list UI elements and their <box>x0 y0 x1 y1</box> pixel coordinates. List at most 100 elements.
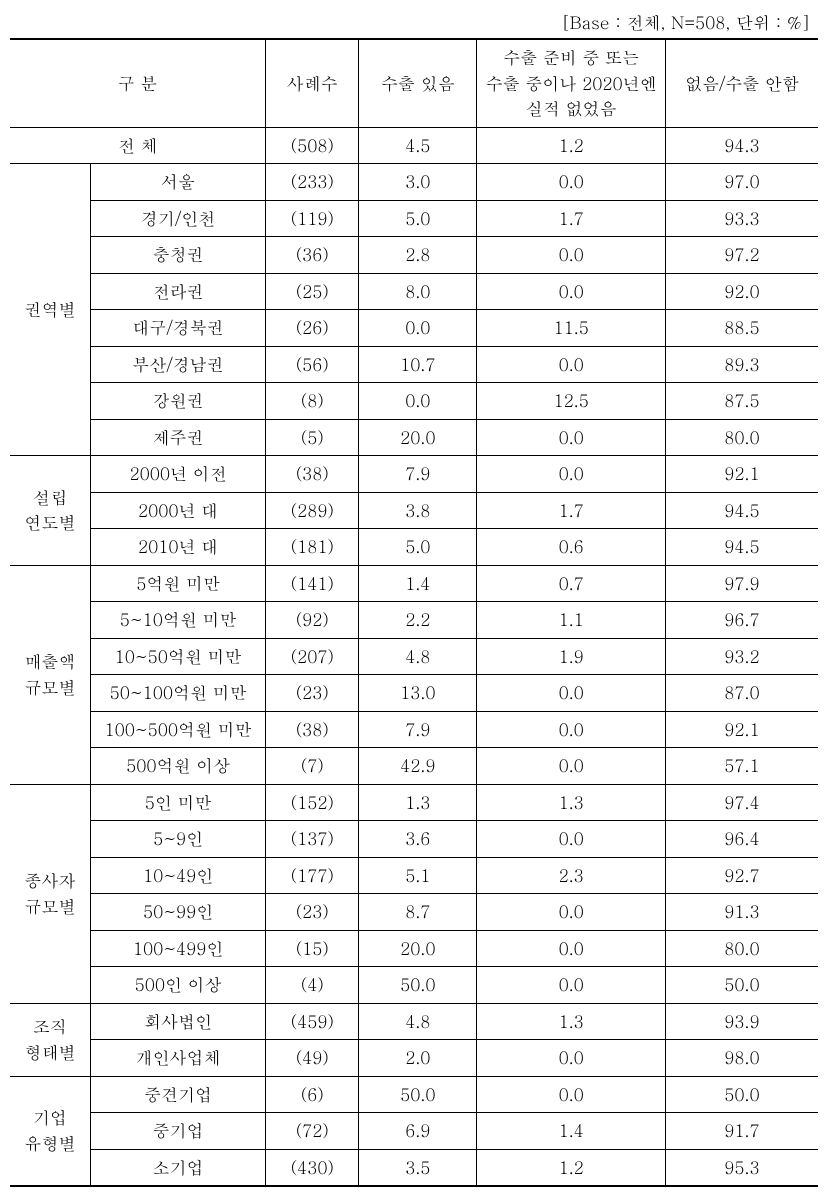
row-c1: 5.0 <box>359 200 477 237</box>
row-c2: 0.0 <box>477 419 666 456</box>
table-row: 소기업(430)3.51.295.3 <box>10 1149 818 1186</box>
row-c1: 42.9 <box>359 748 477 785</box>
row-c2: 1.7 <box>477 200 666 237</box>
row-c1: 7.9 <box>359 456 477 493</box>
group-label-line1: 기업 <box>33 1105 67 1129</box>
total-c2: 1.2 <box>477 127 666 164</box>
row-label: 제주권 <box>90 419 265 456</box>
row-c3: 93.3 <box>665 200 818 237</box>
row-label: 충청권 <box>90 237 265 274</box>
row-c3: 92.1 <box>665 711 818 748</box>
row-label: 소기업 <box>90 1149 265 1186</box>
row-c2: 0.0 <box>477 273 666 310</box>
table-row: 조직형태별회사법인(459)4.81.393.9 <box>10 1003 818 1040</box>
row-c3: 95.3 <box>665 1149 818 1186</box>
row-c3: 89.3 <box>665 346 818 383</box>
row-c3: 92.1 <box>665 456 818 493</box>
row-c1: 50.0 <box>359 967 477 1004</box>
row-c1: 8.7 <box>359 894 477 931</box>
row-label: 서울 <box>90 164 265 201</box>
row-label: 개인사업체 <box>90 1040 265 1077</box>
row-c3: 98.0 <box>665 1040 818 1077</box>
row-n: (181) <box>266 529 359 566</box>
row-c1: 50.0 <box>359 1076 477 1113</box>
row-c1: 2.8 <box>359 237 477 274</box>
row-n: (233) <box>266 164 359 201</box>
row-n: (23) <box>266 675 359 712</box>
row-c2: 0.0 <box>477 967 666 1004</box>
row-n: (92) <box>266 602 359 639</box>
row-n: (38) <box>266 711 359 748</box>
row-c2: 0.0 <box>477 821 666 858</box>
row-c2: 0.0 <box>477 456 666 493</box>
table-row: 부산/경남권(56)10.70.089.3 <box>10 346 818 383</box>
row-c1: 5.0 <box>359 529 477 566</box>
row-c2: 1.3 <box>477 1003 666 1040</box>
table-row: 설립연도별2000년 이전(38)7.90.092.1 <box>10 456 818 493</box>
row-n: (152) <box>266 784 359 821</box>
group-label-line1: 종사자 <box>24 868 75 892</box>
row-c3: 87.5 <box>665 383 818 420</box>
group-label: 종사자규모별 <box>10 784 90 1003</box>
table-row: 전라권(25)8.00.092.0 <box>10 273 818 310</box>
row-n: (8) <box>266 383 359 420</box>
row-label: 100~499인 <box>90 930 265 967</box>
group-label-line2: 규모별 <box>24 675 75 699</box>
total-row: 전 체 (508) 4.5 1.2 94.3 <box>10 127 818 164</box>
row-n: (5) <box>266 419 359 456</box>
row-n: (207) <box>266 638 359 675</box>
row-label: 50~99인 <box>90 894 265 931</box>
row-c2: 0.0 <box>477 711 666 748</box>
row-n: (119) <box>266 200 359 237</box>
row-c1: 10.7 <box>359 346 477 383</box>
row-c2: 11.5 <box>477 310 666 347</box>
row-c2: 2.3 <box>477 857 666 894</box>
group-label: 기업유형별 <box>10 1076 90 1186</box>
header-col1: 수출 있음 <box>359 39 477 127</box>
row-c1: 5.1 <box>359 857 477 894</box>
row-n: (38) <box>266 456 359 493</box>
row-c1: 13.0 <box>359 675 477 712</box>
row-n: (72) <box>266 1113 359 1150</box>
table-row: 50~100억원 미만(23)13.00.087.0 <box>10 675 818 712</box>
row-c3: 50.0 <box>665 967 818 1004</box>
row-c3: 92.0 <box>665 273 818 310</box>
row-label: 경기/인천 <box>90 200 265 237</box>
row-n: (7) <box>266 748 359 785</box>
row-label: 2010년 대 <box>90 529 265 566</box>
row-n: (56) <box>266 346 359 383</box>
row-c3: 94.5 <box>665 492 818 529</box>
row-label: 500인 이상 <box>90 967 265 1004</box>
row-c2: 1.7 <box>477 492 666 529</box>
row-label: 대구/경북권 <box>90 310 265 347</box>
group-label-line1: 조직 <box>33 1014 67 1038</box>
row-c1: 3.6 <box>359 821 477 858</box>
group-label: 매출액규모별 <box>10 565 90 784</box>
table-row: 2010년 대(181)5.00.694.5 <box>10 529 818 566</box>
header-col3: 없음/수출 안함 <box>665 39 818 127</box>
row-label: 강원권 <box>90 383 265 420</box>
table-row: 기업유형별중견기업(6)50.00.050.0 <box>10 1076 818 1113</box>
table-row: 대구/경북권(26)0.011.588.5 <box>10 310 818 347</box>
table-row: 10~50억원 미만(207)4.81.993.2 <box>10 638 818 675</box>
row-c3: 57.1 <box>665 748 818 785</box>
row-label: 중견기업 <box>90 1076 265 1113</box>
row-c2: 0.0 <box>477 237 666 274</box>
row-c1: 0.0 <box>359 383 477 420</box>
table-row: 중기업(72)6.91.491.7 <box>10 1113 818 1150</box>
table-row: 10~49인(177)5.12.392.7 <box>10 857 818 894</box>
row-c1: 20.0 <box>359 930 477 967</box>
table-row: 100~500억원 미만(38)7.90.092.1 <box>10 711 818 748</box>
row-c2: 0.6 <box>477 529 666 566</box>
row-n: (25) <box>266 273 359 310</box>
row-c1: 2.0 <box>359 1040 477 1077</box>
row-label: 5인 미만 <box>90 784 265 821</box>
row-c1: 8.0 <box>359 273 477 310</box>
table-row: 100~499인(15)20.00.080.0 <box>10 930 818 967</box>
row-label: 2000년 대 <box>90 492 265 529</box>
row-n: (137) <box>266 821 359 858</box>
row-c2: 0.7 <box>477 565 666 602</box>
table-row: 제주권(5)20.00.080.0 <box>10 419 818 456</box>
table-row: 500인 이상(4)50.00.050.0 <box>10 967 818 1004</box>
group-label: 권역별 <box>10 164 90 456</box>
